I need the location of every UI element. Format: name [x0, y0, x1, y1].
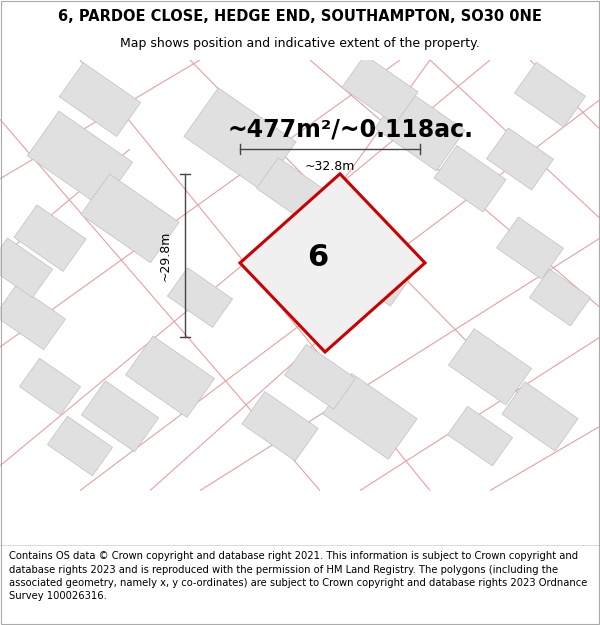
Polygon shape [497, 217, 563, 279]
Polygon shape [242, 391, 318, 461]
Text: 6: 6 [307, 244, 328, 272]
Polygon shape [14, 205, 86, 271]
Polygon shape [529, 269, 590, 326]
Polygon shape [448, 406, 512, 466]
Polygon shape [0, 285, 65, 350]
Polygon shape [82, 381, 158, 452]
Polygon shape [240, 174, 425, 352]
Polygon shape [375, 88, 465, 171]
Polygon shape [184, 88, 296, 191]
Polygon shape [28, 111, 133, 207]
Polygon shape [323, 373, 417, 459]
Polygon shape [515, 62, 586, 127]
Polygon shape [59, 62, 141, 136]
Polygon shape [257, 158, 323, 220]
Polygon shape [81, 174, 179, 262]
Polygon shape [284, 344, 355, 409]
Polygon shape [502, 382, 578, 451]
Polygon shape [349, 249, 410, 306]
Text: ~477m²/~0.118ac.: ~477m²/~0.118ac. [227, 118, 473, 141]
Polygon shape [342, 55, 418, 124]
Text: ~32.8m: ~32.8m [305, 161, 355, 173]
Polygon shape [47, 416, 113, 476]
Polygon shape [167, 268, 233, 328]
Polygon shape [19, 358, 80, 415]
Text: 6, PARDOE CLOSE, HEDGE END, SOUTHAMPTON, SO30 0NE: 6, PARDOE CLOSE, HEDGE END, SOUTHAMPTON,… [58, 9, 542, 24]
Polygon shape [448, 329, 532, 405]
Polygon shape [487, 128, 553, 190]
Polygon shape [125, 336, 214, 418]
Polygon shape [0, 238, 53, 298]
Polygon shape [434, 146, 506, 212]
Text: Contains OS data © Crown copyright and database right 2021. This information is : Contains OS data © Crown copyright and d… [9, 551, 587, 601]
Text: Map shows position and indicative extent of the property.: Map shows position and indicative extent… [120, 38, 480, 50]
Text: ~29.8m: ~29.8m [158, 230, 172, 281]
